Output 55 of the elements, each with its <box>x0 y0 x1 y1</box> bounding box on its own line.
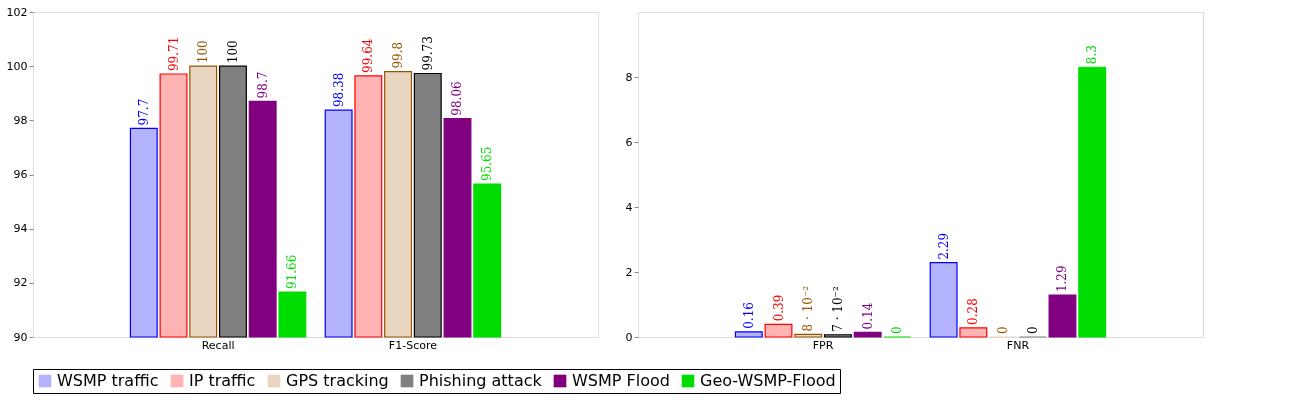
legend-label: WSMP traffic <box>57 371 159 390</box>
data-label: 100 <box>225 40 240 64</box>
bar <box>794 333 823 338</box>
data-label: 97.7 <box>136 98 151 126</box>
data-label: 0 <box>996 326 1011 334</box>
data-label: 8 · 10⁻² <box>801 285 816 332</box>
y-tick-label: 0 <box>625 330 633 344</box>
y-tick-label: 94 <box>13 222 28 236</box>
data-label: 0.16 <box>741 302 756 329</box>
y-tick-label: 100 <box>6 59 28 73</box>
legend-label: GPS tracking <box>286 371 389 390</box>
legend-label: IP traffic <box>189 371 256 390</box>
data-label: 99.71 <box>166 36 181 72</box>
data-label: 100 <box>196 40 211 64</box>
bar <box>823 334 852 338</box>
data-label: 0.14 <box>860 302 875 330</box>
data-label: 8.3 <box>1085 45 1100 65</box>
y-tick-label: 96 <box>13 168 28 181</box>
bar <box>1048 294 1077 338</box>
data-label: 98.7 <box>255 71 270 99</box>
data-label: 99.8 <box>391 41 406 69</box>
bar <box>959 327 988 338</box>
legend-label: Geo-WSMP-Flood <box>700 371 836 390</box>
bar <box>734 331 763 338</box>
y-tick-label: 6 <box>625 135 633 149</box>
y-tick-label: 8 <box>625 70 633 84</box>
legend-label: Phishing attack <box>419 371 543 390</box>
y-tick-label: 102 <box>6 5 28 19</box>
y-tick-label: 4 <box>625 200 633 214</box>
data-label: 99.73 <box>420 36 435 71</box>
data-label: 0 <box>890 326 905 334</box>
bar <box>1078 66 1107 338</box>
data-label: 0.28 <box>966 298 981 325</box>
data-label: 0 <box>1025 326 1040 334</box>
data-label: 7 · 10⁻² <box>830 286 845 332</box>
y-tick-label: 90 <box>13 330 28 344</box>
bar <box>764 323 793 338</box>
data-label: 2.29 <box>936 232 951 260</box>
y-tick-label: 92 <box>13 276 28 290</box>
data-label: 95.65 <box>480 146 495 181</box>
data-label: 0.39 <box>771 294 786 322</box>
bar <box>929 261 958 338</box>
x-tick-label: FPR <box>812 338 834 352</box>
legend-label: WSMP Flood <box>572 371 670 390</box>
data-label: 91.66 <box>285 254 300 290</box>
data-label: 98.06 <box>450 81 465 116</box>
data-label: 1.29 <box>1055 265 1070 293</box>
data-label: 98.38 <box>331 72 346 108</box>
data-label: 99.64 <box>361 38 376 73</box>
x-tick-label: Recall <box>201 338 235 352</box>
x-tick-label: F1-Score <box>388 338 438 352</box>
x-tick-label: FNR <box>1006 338 1030 352</box>
y-tick-label: 98 <box>13 113 28 127</box>
y-tick-label: 2 <box>625 265 633 279</box>
bar <box>853 331 882 338</box>
